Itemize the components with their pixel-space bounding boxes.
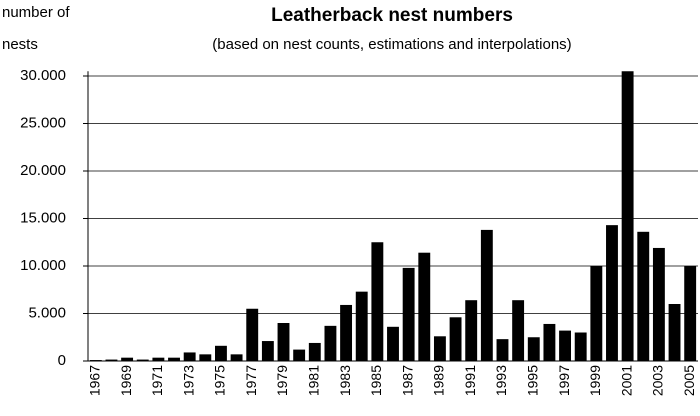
bar xyxy=(121,357,134,361)
bar xyxy=(590,266,603,361)
bar xyxy=(105,359,118,361)
x-tick-label: 1967 xyxy=(87,365,103,396)
y-tick-label: 0 xyxy=(58,352,66,369)
bar xyxy=(371,242,384,361)
bar xyxy=(246,308,259,361)
bar xyxy=(215,345,227,361)
bar xyxy=(387,326,399,361)
bar xyxy=(433,336,446,361)
x-tick-label: 2003 xyxy=(650,365,666,396)
bar xyxy=(496,339,509,361)
bar xyxy=(183,352,196,361)
bar xyxy=(543,323,556,361)
x-tick-label: 1989 xyxy=(431,365,447,396)
x-tick-label: 1995 xyxy=(524,365,540,396)
bar xyxy=(136,359,149,361)
bar xyxy=(355,291,368,361)
bar xyxy=(261,341,274,361)
x-tick-label: 1981 xyxy=(305,365,321,396)
y-tick-label: 25.000 xyxy=(20,114,66,131)
bar xyxy=(152,357,165,361)
x-tick-label: 2005 xyxy=(681,365,697,396)
x-tick-label: 1991 xyxy=(462,365,478,396)
x-tick-label: 1983 xyxy=(337,365,353,396)
y-axis-title: nests xyxy=(2,36,38,53)
bar xyxy=(684,266,697,361)
x-tick-label: 1973 xyxy=(180,365,196,396)
bar xyxy=(230,354,243,361)
bar xyxy=(465,300,478,361)
bar xyxy=(168,357,180,361)
x-tick-label: 1997 xyxy=(556,365,572,396)
bar xyxy=(527,337,540,361)
y-axis-title: number of xyxy=(2,4,70,21)
y-tick-label: 10.000 xyxy=(20,257,66,274)
y-tick-label: 20.000 xyxy=(20,162,66,179)
bar xyxy=(606,225,618,361)
bar xyxy=(324,325,337,361)
x-tick-label: 1985 xyxy=(368,365,384,396)
bar xyxy=(340,304,353,361)
x-tick-label: 1971 xyxy=(149,365,165,396)
bar xyxy=(293,349,306,361)
bar xyxy=(480,229,493,361)
bar xyxy=(512,300,525,361)
bar xyxy=(449,317,462,361)
x-tick-label: 2001 xyxy=(618,365,634,396)
x-tick-label: 1979 xyxy=(274,365,290,396)
bar xyxy=(418,252,431,361)
x-tick-label: 1975 xyxy=(212,365,228,396)
x-tick-label: 1993 xyxy=(493,365,509,396)
bar xyxy=(199,354,212,361)
bar xyxy=(402,267,415,361)
chart-title: Leatherback nest numbers xyxy=(271,5,513,26)
bar xyxy=(652,247,665,361)
x-tick-label: 1969 xyxy=(118,365,134,396)
bar xyxy=(277,323,290,361)
bar xyxy=(559,330,571,361)
bar xyxy=(637,231,650,361)
bar xyxy=(621,71,634,361)
y-tick-label: 30.000 xyxy=(20,67,66,84)
bar xyxy=(668,304,681,361)
bar xyxy=(574,332,587,361)
x-tick-label: 1999 xyxy=(587,365,603,396)
y-tick-label: 5.000 xyxy=(28,304,66,321)
chart-subtitle: (based on nest counts, estimations and i… xyxy=(212,36,571,53)
bar xyxy=(308,342,321,361)
x-tick-label: 1977 xyxy=(243,365,259,396)
y-tick-label: 15.000 xyxy=(20,209,66,226)
x-tick-label: 1987 xyxy=(399,365,415,396)
